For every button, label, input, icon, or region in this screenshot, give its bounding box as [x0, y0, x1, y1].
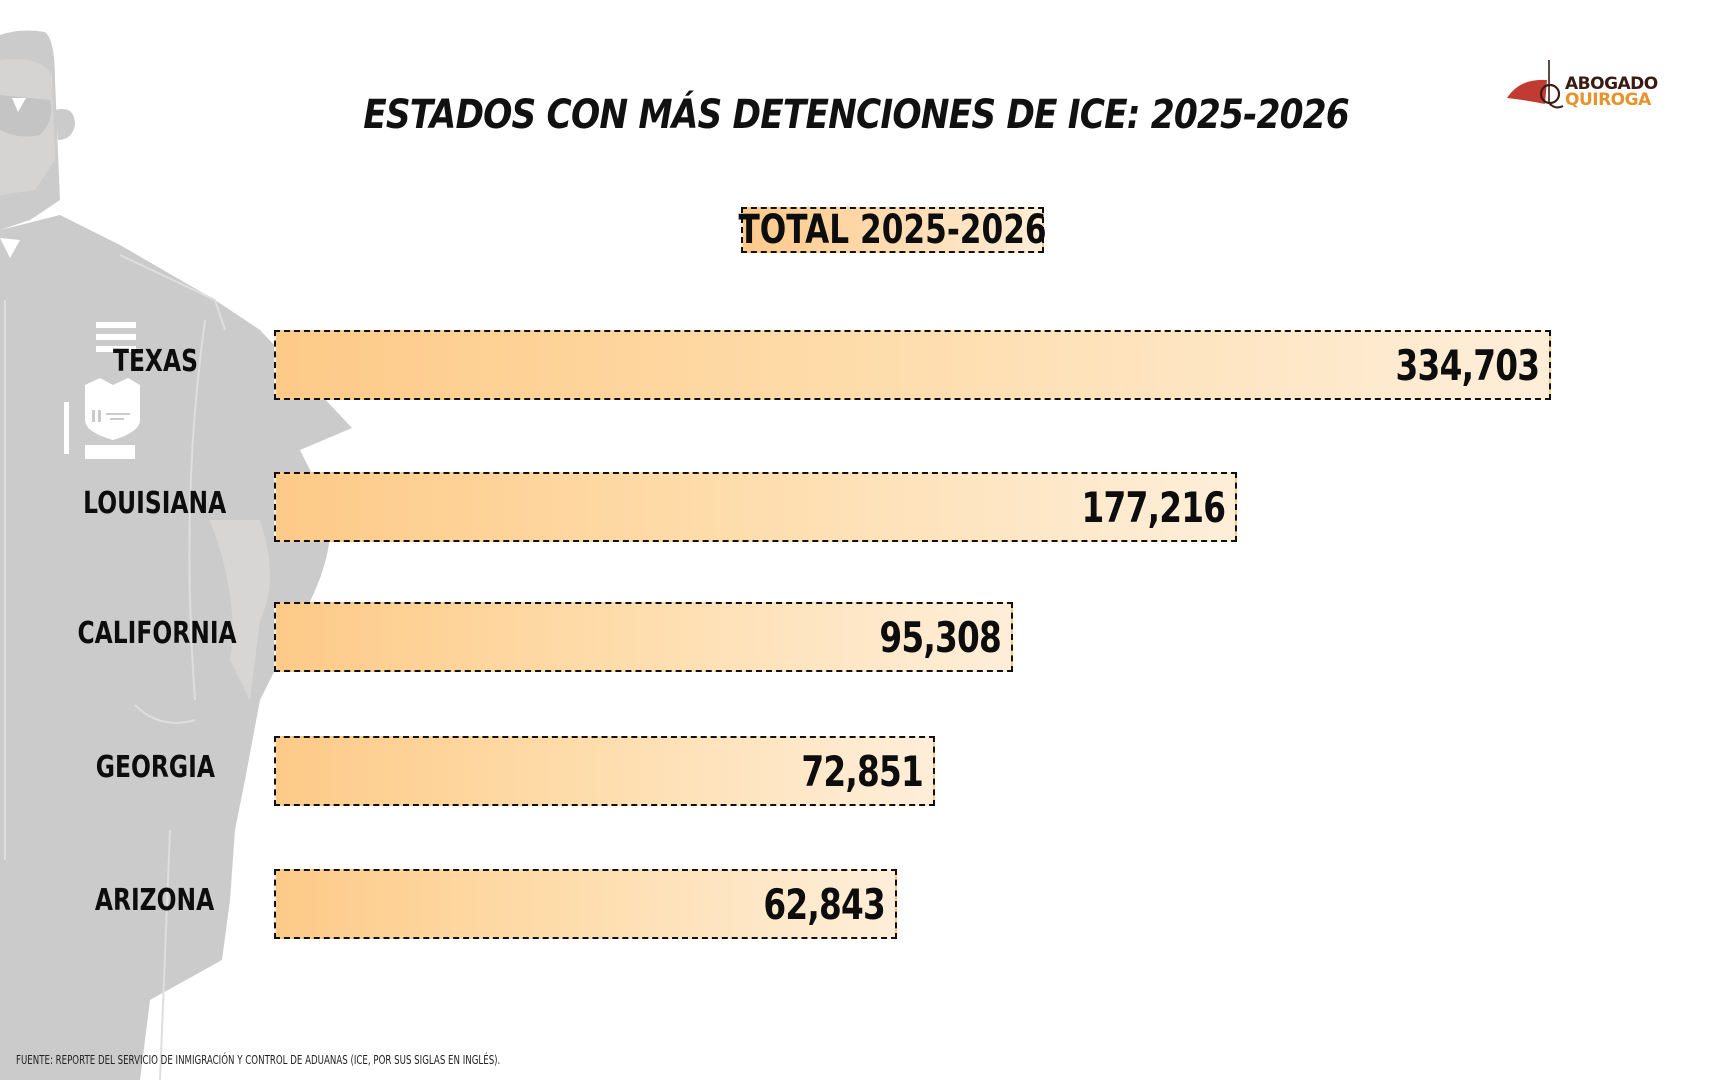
logo-emblem-icon	[1507, 60, 1564, 109]
category-label: TEXAS	[55, 344, 255, 379]
bar-texas: 334,703	[274, 330, 1551, 400]
bar-california: 95,308	[274, 602, 1013, 672]
bar-louisiana: 177,216	[274, 472, 1237, 542]
category-label: ARIZONA	[55, 883, 255, 918]
total-period-badge: TOTAL 2025-2026	[738, 207, 1047, 253]
category-label: LOUISIANA	[55, 486, 255, 521]
bar-arizona: 62,843	[274, 869, 897, 939]
bar-value-text: 72,851	[801, 746, 924, 796]
bar-value-text: 95,308	[879, 612, 1002, 662]
logo-line-quiroga: QUIROGA	[1565, 90, 1651, 110]
category-label-text: LOUISIANA	[83, 486, 227, 521]
logo-line-abogado: ABOGADO	[1565, 74, 1658, 94]
category-label: CALIFORNIA	[55, 616, 255, 651]
officer-illustration	[0, 30, 352, 1080]
bar-value-text: 334,703	[1395, 340, 1540, 390]
source-note: FUENTE: REPORTE DEL SERVICIO DE INMIGRAC…	[16, 1053, 501, 1067]
category-label: GEORGIA	[55, 750, 255, 785]
bar-value-text: 62,843	[763, 879, 886, 929]
bar-value-text: 177,216	[1081, 482, 1226, 532]
brand-logo: ABOGADO QUIROGA	[1505, 56, 1665, 116]
bar-value-label: 334,703	[1355, 332, 1540, 398]
total-period-label: TOTAL 2025-2026	[738, 207, 1047, 253]
category-label-text: ARIZONA	[95, 883, 215, 918]
bar-georgia: 72,851	[274, 736, 935, 806]
category-label-text: CALIFORNIA	[77, 616, 237, 651]
bar-value-label: 62,843	[729, 871, 886, 937]
category-label-text: GEORGIA	[95, 750, 215, 785]
bar-value-label: 95,308	[845, 604, 1002, 670]
category-label-text: TEXAS	[112, 344, 198, 379]
chart-title: ESTADOS CON MÁS DETENCIONES DE ICE: 2025…	[363, 92, 1349, 138]
bar-value-label: 72,851	[767, 738, 924, 804]
bar-value-label: 177,216	[1041, 474, 1226, 540]
